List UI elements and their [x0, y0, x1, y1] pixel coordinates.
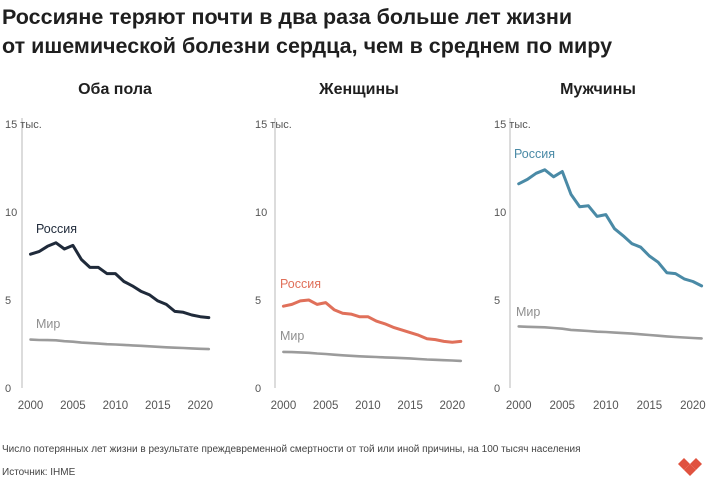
y-tick-label: 15 тыс. [5, 119, 42, 131]
panel-title: Женщины [318, 81, 399, 98]
series-line-world [282, 350, 463, 363]
headline-line-2: от ишемической болезни сердца, чем в сре… [2, 34, 613, 58]
series-label-world: Мир [36, 317, 60, 331]
y-tick-label: 0 [5, 383, 11, 395]
y-tick-label: 15 тыс. [255, 119, 292, 131]
headline: Россияне теряют почти в два раза больше … [2, 3, 612, 61]
headline-line-1: Россияне теряют почти в два раза больше … [2, 5, 573, 29]
chart-panel-0: Оба пола 0 5 10 15 тыс. 2000 2005 2010 2015 2020 Р… [5, 81, 213, 412]
charts-area: Оба пола 0 5 10 15 тыс. 2000 2005 2010 2015 2020 Р… [5, 81, 706, 412]
series-line-russia [517, 168, 704, 288]
y-tick-label: 5 [255, 295, 261, 307]
chart-panel-1: Женщины 0 5 10 15 тыс. 2000 2005 2010 2015 2020 Ро… [255, 81, 465, 412]
y-tick-label: 5 [5, 295, 11, 307]
y-tick-label: 15 тыс. [494, 119, 531, 131]
y-tick-label: 0 [255, 383, 261, 395]
source-note: Источник: IHME [2, 467, 76, 478]
series-label-russia: Россия [36, 222, 77, 236]
footnote: Число потерянных лет жизни в результате … [2, 444, 581, 455]
series-line-world [517, 325, 703, 340]
panel-title: Мужчины [560, 81, 636, 98]
x-tick-label: 2010 [355, 400, 381, 412]
x-tick-label: 2015 [397, 400, 423, 412]
chart-panel-2: Мужчины 0 5 10 15 тыс. 2000 2005 2010 2015 2020 Ро… [494, 81, 706, 412]
x-tick-label: 2005 [60, 400, 86, 412]
x-tick-label: 2015 [145, 400, 171, 412]
x-tick-label: 2010 [103, 400, 129, 412]
y-tick-label: 10 [255, 207, 267, 219]
x-tick-label: 2010 [593, 400, 619, 412]
series-label-russia: Россия [280, 277, 321, 291]
panel-title: Оба пола [78, 81, 152, 98]
x-tick-label: 2015 [637, 400, 663, 412]
series-label-world: Мир [280, 329, 304, 343]
series-line-russia [29, 241, 211, 320]
x-tick-label: 2020 [680, 400, 706, 412]
x-tick-label: 2000 [271, 400, 297, 412]
series-line-russia [281, 298, 463, 344]
x-tick-label: 2020 [440, 400, 466, 412]
x-tick-label: 2005 [313, 400, 339, 412]
x-tick-label: 2005 [549, 400, 575, 412]
y-tick-label: 10 [5, 207, 17, 219]
series-label-russia: Россия [514, 147, 555, 161]
x-tick-label: 2000 [18, 400, 44, 412]
series-label-world: Мир [516, 305, 540, 319]
brand-logo-icon [678, 458, 702, 476]
x-tick-label: 2000 [506, 400, 532, 412]
y-tick-label: 5 [494, 295, 500, 307]
x-tick-label: 2020 [187, 400, 213, 412]
y-tick-label: 10 [494, 207, 506, 219]
y-tick-label: 0 [494, 383, 500, 395]
series-line-world [29, 338, 211, 351]
